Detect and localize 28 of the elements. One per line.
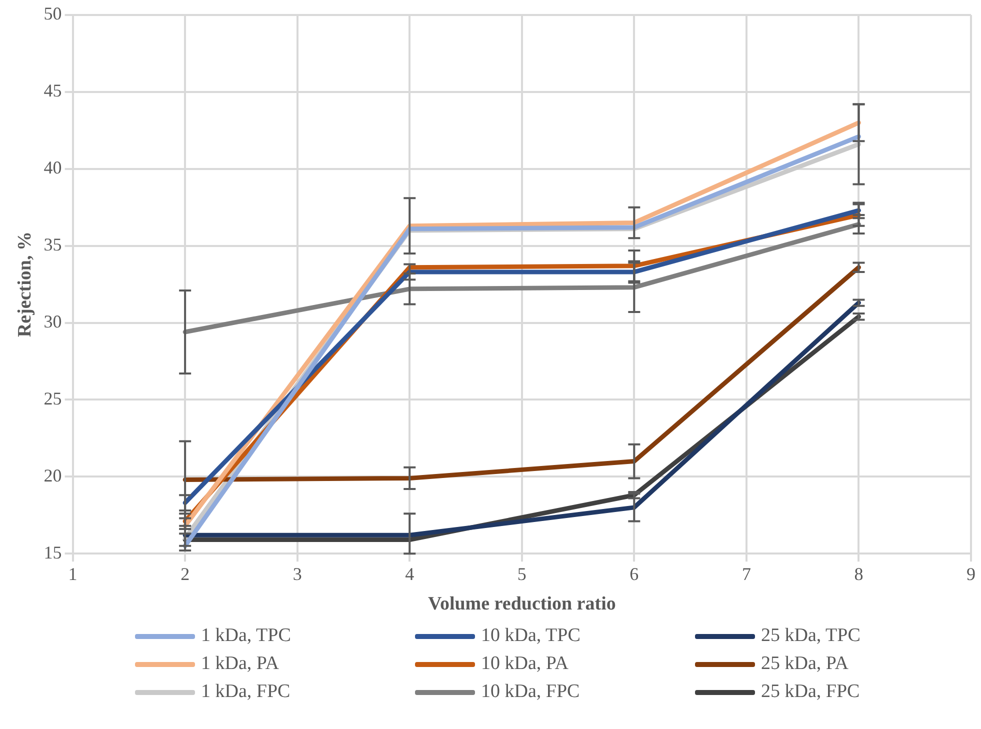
- legend-label: 1 kDa, FPC: [201, 681, 290, 703]
- legend-label: 25 kDa, TPC: [761, 625, 860, 647]
- y-tick-label: 45: [44, 80, 62, 101]
- y-tick-label: 30: [44, 312, 62, 332]
- y-tick-label: 40: [44, 158, 62, 178]
- x-tick-label: 5: [517, 564, 526, 584]
- y-tick-label: 50: [44, 4, 62, 24]
- y-tick-label: 20: [44, 465, 62, 486]
- x-tick-label: 9: [966, 564, 976, 584]
- legend-label: 25 kDa, FPC: [761, 681, 860, 703]
- legend-label: 25 kDa, PA: [761, 653, 848, 675]
- x-tick-label: 6: [630, 564, 639, 584]
- x-tick-label: 1: [68, 564, 78, 584]
- x-tick-label: 4: [405, 564, 414, 584]
- x-tick-label: 3: [292, 564, 302, 584]
- x-tick-label: 7: [742, 564, 751, 584]
- legend-label: 10 kDa, FPC: [481, 681, 580, 703]
- y-tick-label: 35: [44, 234, 62, 255]
- legend-label: 10 kDa, TPC: [481, 625, 580, 647]
- x-tick-label: 2: [180, 564, 190, 584]
- y-tick-label: 25: [44, 388, 62, 408]
- legend-label: 10 kDa, PA: [481, 653, 568, 675]
- y-tick-label: 15: [44, 542, 62, 562]
- y-axis-title: Rejection, %: [14, 232, 36, 338]
- x-tick-label: 8: [854, 564, 864, 584]
- legend-label: 1 kDa, TPC: [201, 625, 291, 647]
- x-axis-title: Volume reduction ratio: [428, 594, 616, 615]
- legend-label: 1 kDa, PA: [201, 653, 279, 675]
